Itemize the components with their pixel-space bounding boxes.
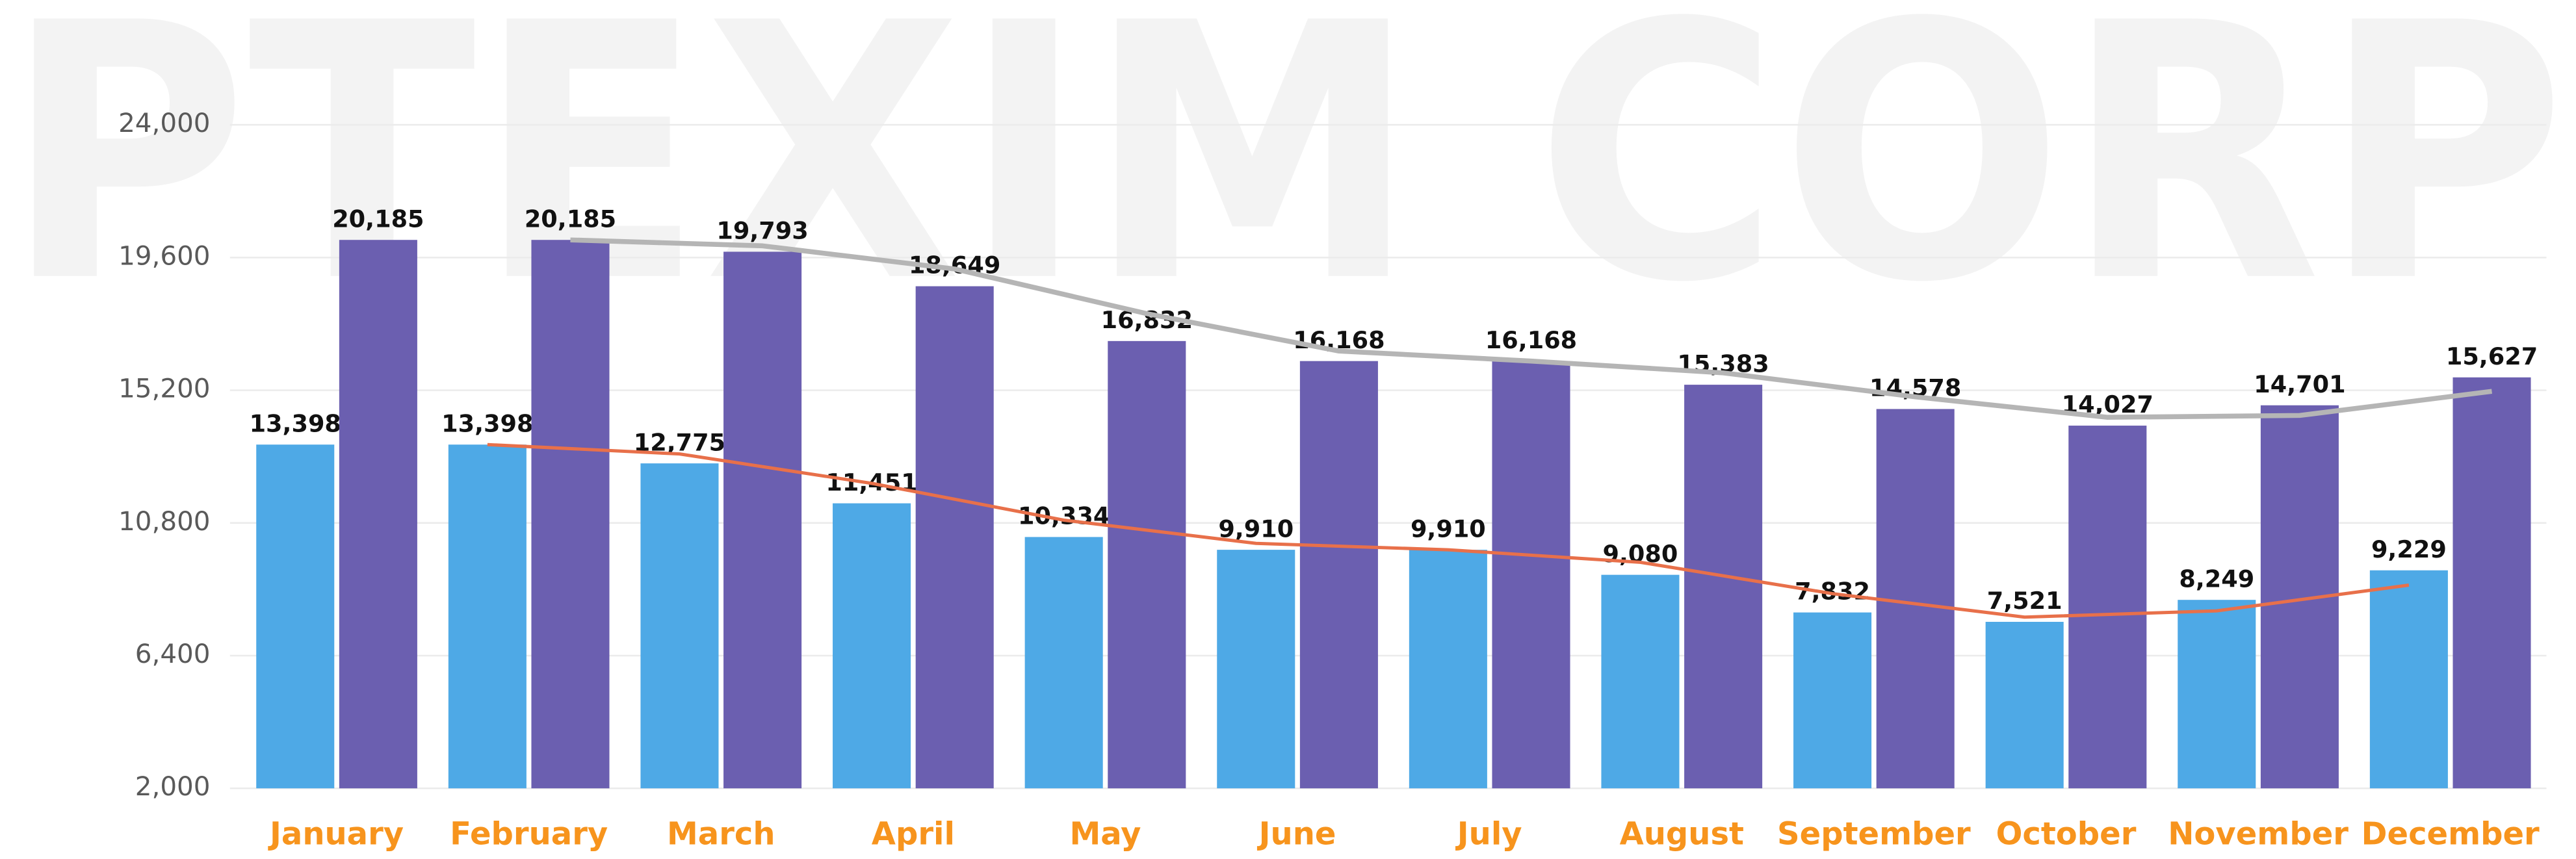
x-tick-label: November: [2168, 816, 2348, 853]
bar: [339, 240, 417, 789]
trend-line: [570, 237, 2492, 420]
bar: [531, 240, 610, 789]
value-label: 15,627: [2446, 342, 2538, 370]
x-tick-label: July: [1455, 816, 1522, 853]
bar: [2369, 570, 2448, 789]
bar: [1601, 574, 1680, 789]
bar: [1492, 361, 1570, 789]
value-label: 20,185: [332, 205, 424, 233]
y-tick-label: 2,000: [135, 771, 211, 802]
x-tick-label: April: [872, 816, 955, 853]
value-label: 8,249: [2179, 565, 2254, 593]
value-label: 13,398: [441, 409, 533, 437]
bar: [1985, 621, 2064, 789]
y-tick-label: 10,800: [118, 506, 210, 537]
x-tick-label: May: [1069, 816, 1141, 853]
bar: [723, 251, 802, 789]
x-tick-label: December: [2361, 816, 2540, 853]
value-label: 10,334: [1018, 502, 1110, 530]
y-tick-label: 15,200: [118, 373, 210, 404]
x-tick-label: February: [450, 816, 608, 853]
bar: [1876, 409, 1955, 789]
value-label: 9,910: [1411, 515, 1486, 543]
value-label: 9,910: [1218, 515, 1294, 543]
value-label: 9,229: [2371, 535, 2447, 563]
bar: [1217, 550, 1295, 789]
x-tick-label: October: [1996, 816, 2137, 853]
bar: [1108, 340, 1186, 789]
bar: [1793, 612, 1872, 789]
value-label: 19,793: [716, 217, 808, 245]
value-label: 7,832: [1795, 578, 1870, 606]
bar: [640, 463, 719, 789]
bar: [1409, 550, 1487, 789]
x-tick-label: August: [1620, 816, 1744, 853]
y-tick-label: 19,600: [118, 240, 210, 271]
bar: [1684, 385, 1763, 789]
bar: [2452, 377, 2531, 789]
value-label: 13,398: [250, 409, 341, 437]
x-tick-label: January: [268, 816, 404, 853]
bar: [1299, 361, 1378, 789]
value-label: 7,521: [1987, 587, 2062, 615]
bar: [256, 444, 335, 789]
x-tick-label: June: [1257, 816, 1336, 853]
bar: [1024, 537, 1103, 789]
value-label: 14,701: [2254, 370, 2345, 398]
watermark: PTEXIM CORP: [3, 0, 2566, 360]
bar: [448, 444, 527, 789]
y-tick-label: 6,400: [135, 638, 211, 669]
trend-line: [487, 442, 2410, 619]
value-label: 20,185: [525, 205, 616, 233]
value-label: 16,168: [1485, 326, 1577, 354]
y-tick-label: 24,000: [118, 107, 210, 138]
bar: [915, 286, 994, 789]
x-tick-label: March: [667, 816, 775, 853]
bar: [833, 503, 911, 789]
bar: [2068, 426, 2147, 789]
x-tick-label: September: [1777, 816, 1971, 853]
bar: [2178, 600, 2256, 789]
